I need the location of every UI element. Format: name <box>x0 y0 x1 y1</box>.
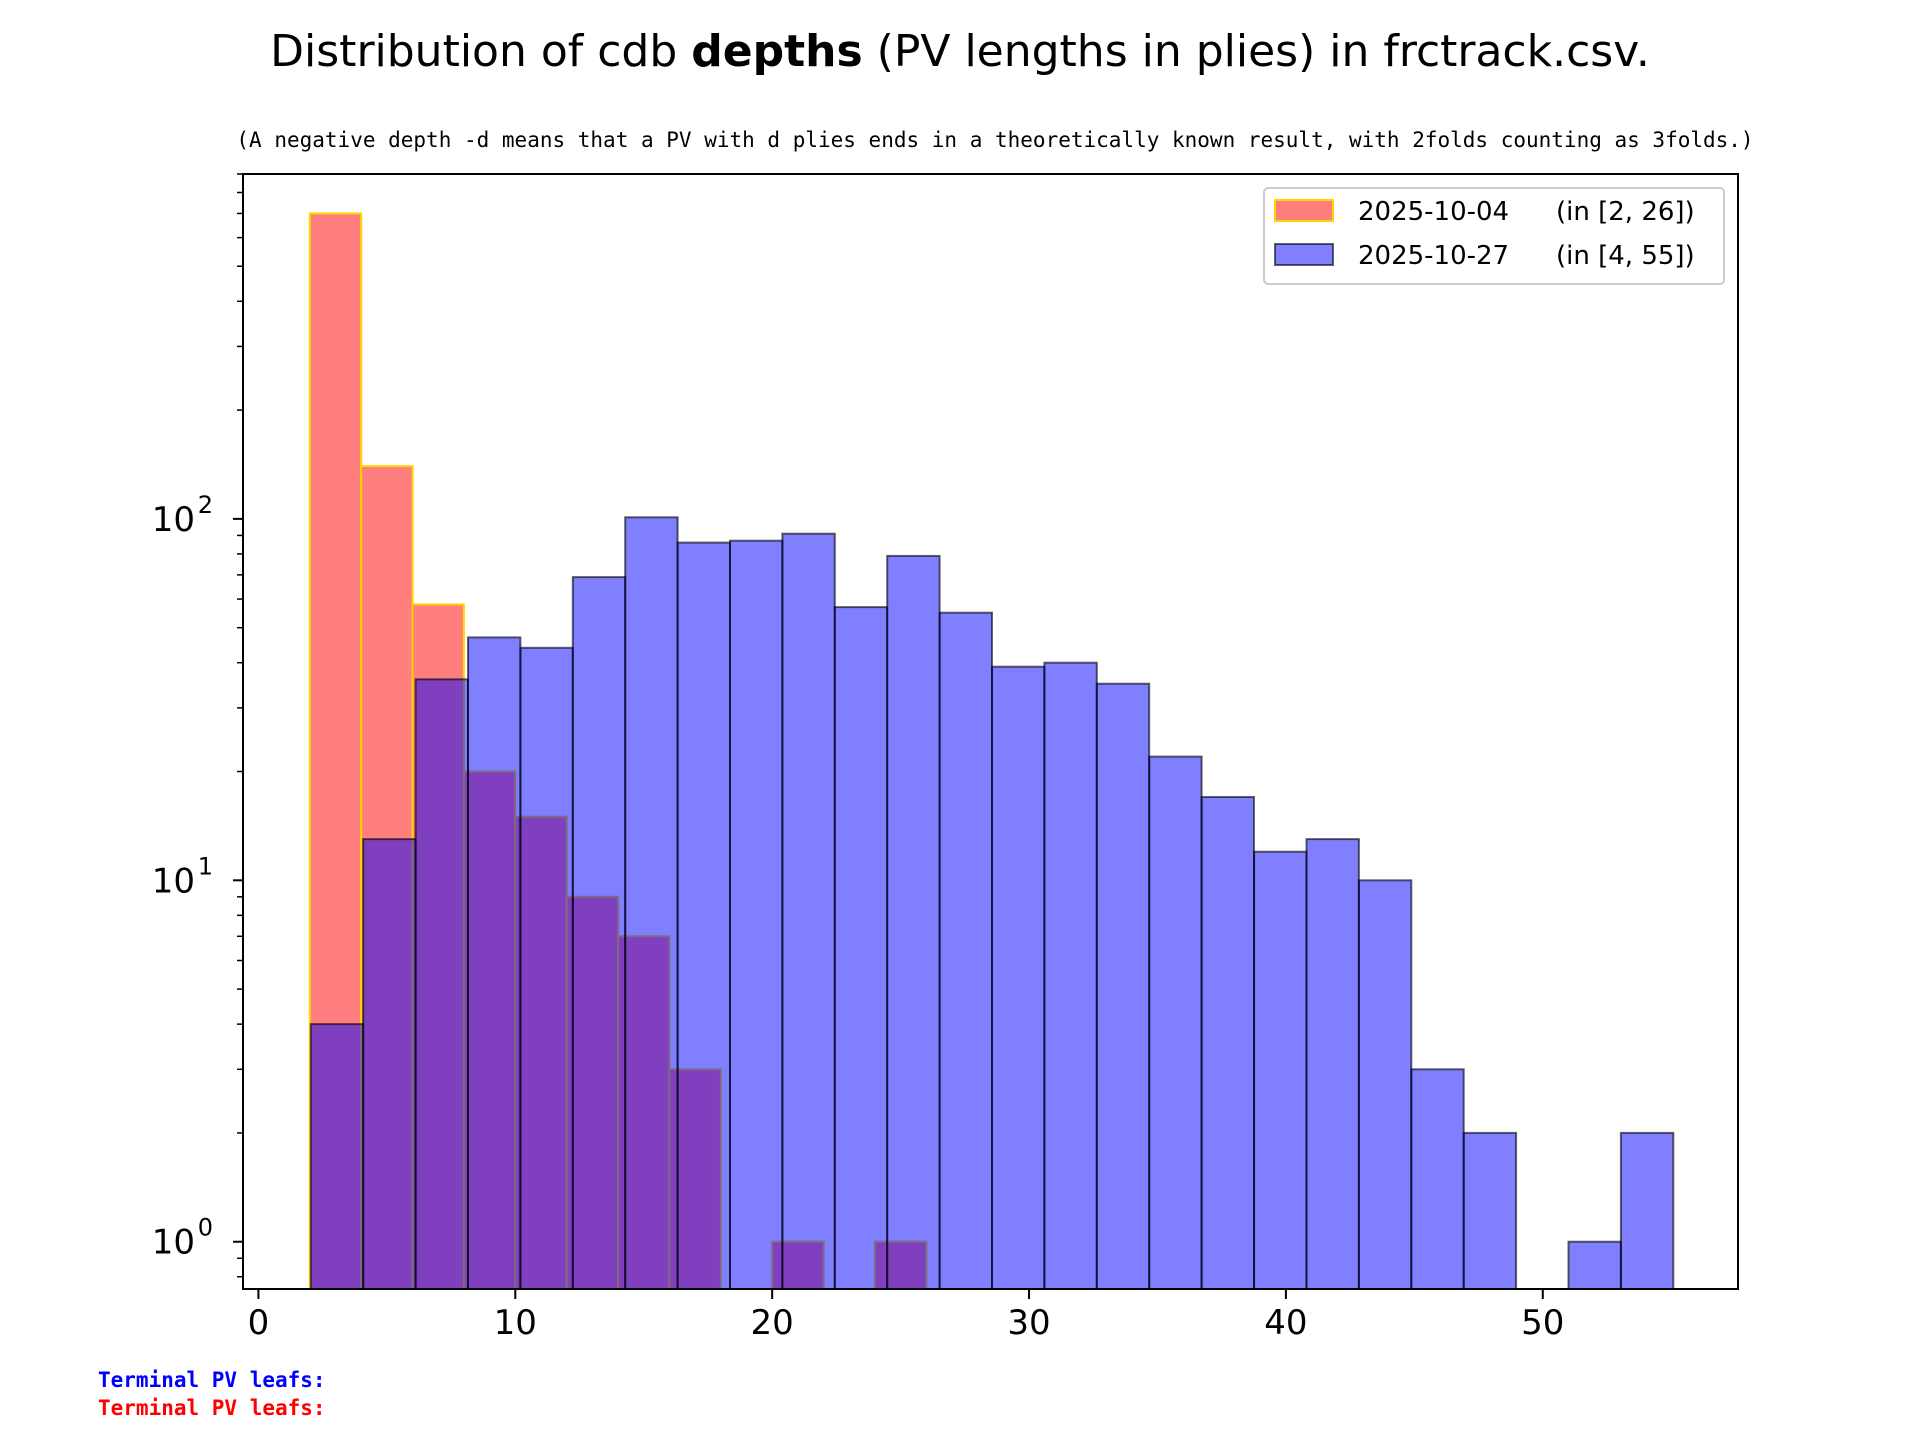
bar-series-1-bin-16 <box>1148 755 1203 1290</box>
bar-series-1-bin-17 <box>1200 796 1255 1290</box>
x-tick-label-4: 40 <box>1264 1303 1307 1343</box>
bar-series-1-bin-19 <box>1305 838 1360 1290</box>
legend-series-0-name: 2025-10-04 <box>1358 197 1509 227</box>
bar-series-1-bin-11 <box>886 554 941 1290</box>
legend-series-1-range: (in [4, 55]) <box>1556 241 1695 271</box>
y-tick-exponent-0: 0 <box>198 1214 213 1242</box>
x-axis-ticks: 0 10 20 30 40 50 <box>248 1289 1564 1343</box>
legend-swatch-series-0 <box>1274 199 1334 222</box>
chart-title-pre: Distribution of cdb <box>270 26 691 77</box>
bar-series-1-bin-6 <box>624 516 679 1290</box>
bar-series-1-bin-12 <box>938 611 993 1290</box>
y-minor-ticks <box>237 173 243 1278</box>
x-tick-label-0: 0 <box>248 1303 270 1343</box>
x-tick-label-5: 50 <box>1521 1303 1564 1343</box>
bar-series-1-bin-10 <box>833 606 889 1290</box>
y-tick-label-0: 10 <box>152 1223 195 1263</box>
x-tick-label-3: 30 <box>1007 1303 1050 1343</box>
footer-terminal-leafs-blue: Terminal PV leafs: <box>98 1368 326 1392</box>
bar-series-1-bin-4 <box>519 646 574 1290</box>
bar-series-1-bin-2 <box>414 678 470 1290</box>
bar-series-1-bin-5 <box>571 576 627 1290</box>
legend-series-1-name: 2025-10-27 <box>1358 241 1509 271</box>
bar-series-1-bin-20 <box>1357 879 1413 1290</box>
chart-title-post: (PV lengths in plies) in frctrack.csv. <box>863 26 1650 77</box>
bar-series-1-bin-18 <box>1253 850 1308 1290</box>
x-tick-label-1: 10 <box>494 1303 537 1343</box>
bar-series-1-bin-8 <box>729 539 784 1290</box>
bar-series-1-bin-14 <box>1043 661 1098 1290</box>
bar-series-1-bin-22 <box>1462 1131 1518 1291</box>
legend-label-series-1: 2025-10-27 (in [4, 55]) <box>1358 241 1695 271</box>
chart-title: Distribution of cdb depths (PV lengths i… <box>270 26 1650 77</box>
x-tick-label-2: 20 <box>751 1303 794 1343</box>
bar-series-1-bin-1 <box>362 838 417 1290</box>
y-tick-label-1: 10 <box>152 861 195 901</box>
legend-swatch-series-1 <box>1274 243 1334 266</box>
legend-label-series-0: 2025-10-04 (in [2, 26]) <box>1358 197 1695 227</box>
y-tick-label-2: 10 <box>152 500 195 540</box>
bar-series-1-bin-15 <box>1095 682 1151 1290</box>
legend-series-0-range: (in [2, 26]) <box>1556 197 1695 227</box>
bar-series-1-bin-0 <box>309 1023 365 1290</box>
bar-series-1-bin-9 <box>781 532 836 1290</box>
plot-frame <box>242 173 1739 1290</box>
bar-series-1-bin-13 <box>991 665 1046 1290</box>
bars-layer <box>308 212 1675 1291</box>
bar-series-1-bin-21 <box>1410 1068 1465 1291</box>
chart-subtitle: (A negative depth -d means that a PV wit… <box>236 128 1753 152</box>
y-tick-exponent-2: 2 <box>198 491 213 519</box>
bar-series-1-bin-3 <box>467 636 522 1290</box>
bar-series-1-bin-23 <box>1567 1240 1622 1290</box>
chart-title-bold: depths <box>691 26 862 77</box>
y-tick-exponent-1: 1 <box>198 852 213 880</box>
footer-terminal-leafs-red: Terminal PV leafs: <box>98 1396 326 1420</box>
bar-series-1-bin-7 <box>676 541 731 1290</box>
bar-series-1-bin-24 <box>1619 1131 1675 1291</box>
legend-box <box>1263 187 1725 285</box>
legend: 2025-10-04 (in [2, 26]) 2025-10-27 (in [4,… <box>1263 187 1725 285</box>
